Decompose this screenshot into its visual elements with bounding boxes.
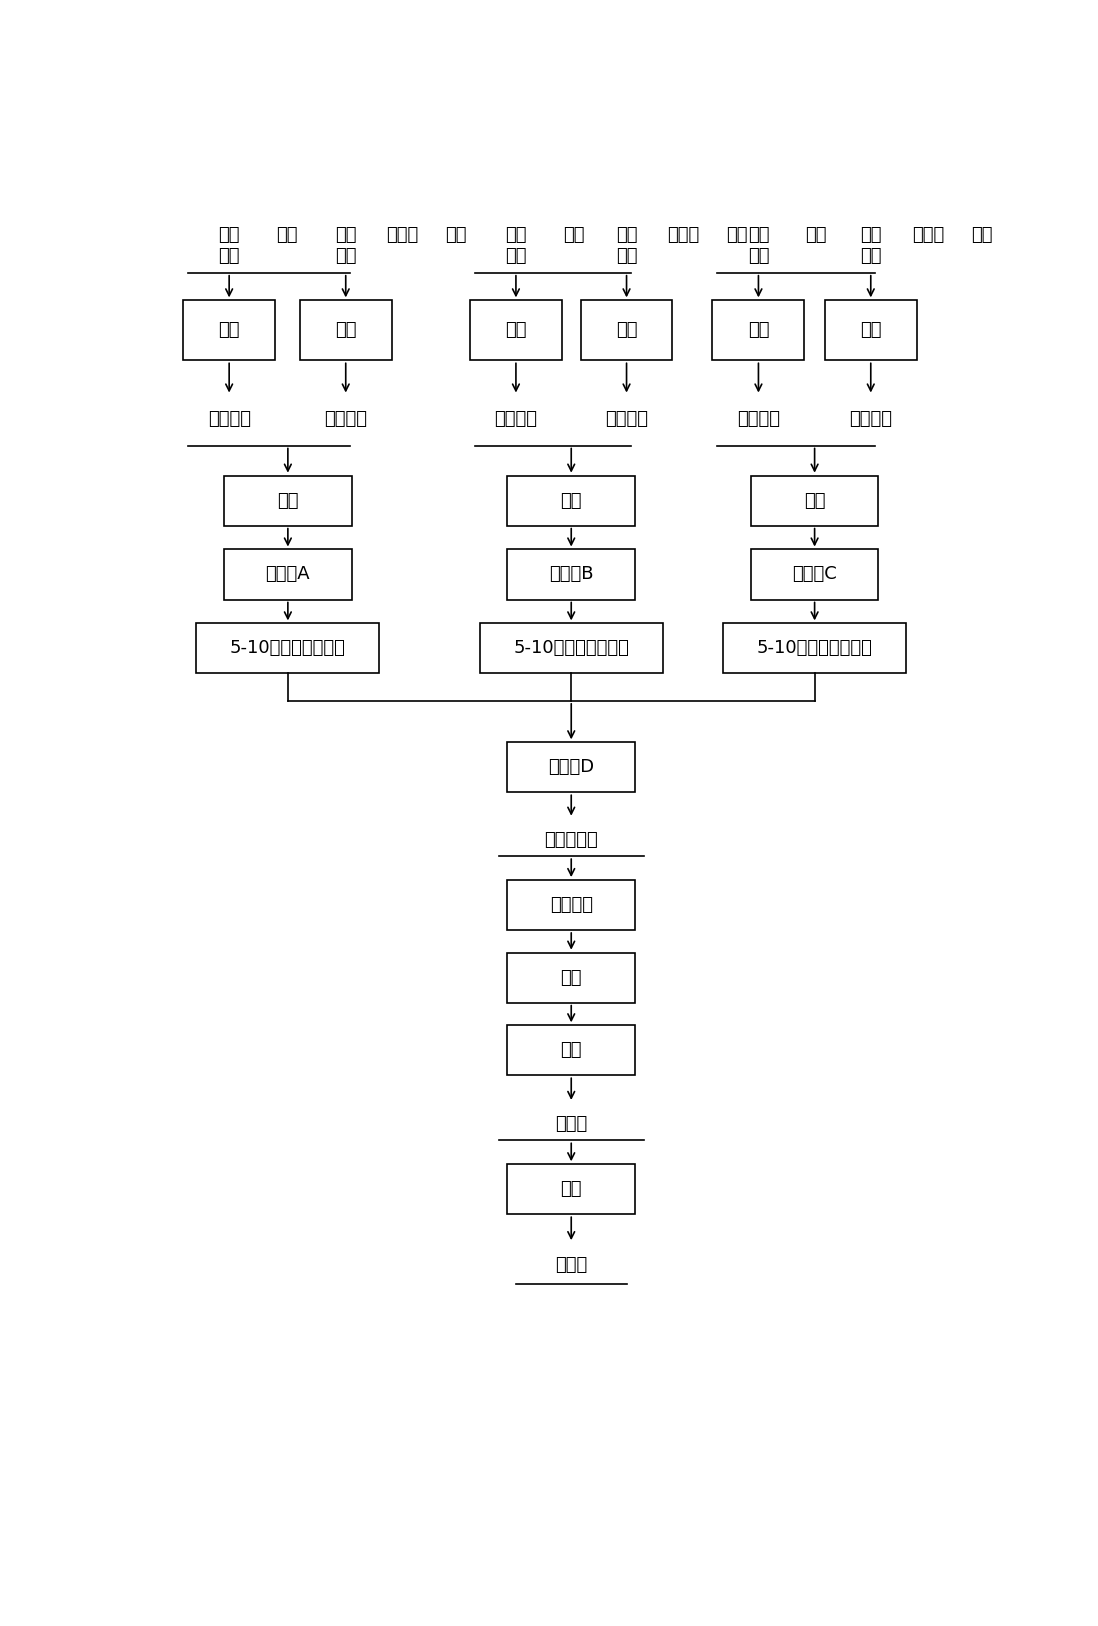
- Bar: [507, 741, 635, 792]
- Bar: [825, 301, 917, 361]
- Text: 锰盐: 锰盐: [806, 226, 827, 244]
- Text: 碱性溶液: 碱性溶液: [324, 410, 367, 429]
- Text: 溶解: 溶解: [616, 322, 637, 340]
- Text: 陵化: 陵化: [560, 969, 582, 987]
- Text: 去离
子水: 去离 子水: [748, 226, 770, 265]
- Text: 溶解: 溶解: [335, 322, 357, 340]
- Text: 沉淠物: 沉淠物: [556, 1115, 587, 1133]
- Text: 5-10分钟后开始出料: 5-10分钟后开始出料: [513, 639, 629, 657]
- Text: 进料: 进料: [804, 491, 826, 509]
- Text: 镍盐溶液: 镍盐溶液: [208, 410, 250, 429]
- Text: 5-10分钟后开始出料: 5-10分钟后开始出料: [757, 639, 873, 657]
- Text: 溶解: 溶解: [748, 322, 770, 340]
- Text: 氨水: 氨水: [971, 226, 993, 244]
- Text: 溶解: 溶解: [505, 322, 527, 340]
- Text: 干燥: 干燥: [560, 1180, 582, 1198]
- Bar: [507, 1026, 635, 1075]
- Bar: [470, 301, 562, 361]
- Text: 反应釜D: 反应釜D: [548, 758, 594, 776]
- Bar: [507, 1164, 635, 1215]
- Text: 抗滤: 抗滤: [560, 1041, 582, 1059]
- Text: 氨水: 氨水: [446, 226, 467, 244]
- Text: 进料: 进料: [560, 491, 582, 509]
- Text: 镍盐: 镍盐: [277, 226, 298, 244]
- Text: 去离
子水: 去离 子水: [860, 226, 882, 265]
- Text: 5-10分钟后开始出料: 5-10分钟后开始出料: [229, 639, 346, 657]
- Text: 去离
子水: 去离 子水: [616, 226, 637, 265]
- Bar: [507, 475, 635, 525]
- Bar: [724, 623, 906, 673]
- Text: 溶解: 溶解: [219, 322, 239, 340]
- Text: 沉淀剂: 沉淀剂: [668, 226, 699, 244]
- Text: 氨水: 氨水: [727, 226, 748, 244]
- Bar: [581, 301, 672, 361]
- Text: 碱性溶液: 碱性溶液: [605, 410, 648, 429]
- Bar: [751, 550, 878, 600]
- Text: 溶解: 溶解: [860, 322, 882, 340]
- Bar: [507, 880, 635, 930]
- Text: 反应釜C: 反应釜C: [793, 566, 837, 584]
- Text: 反应釜B: 反应釜B: [549, 566, 594, 584]
- Text: 沉淀剂: 沉淀剂: [386, 226, 418, 244]
- Text: 钴盐溶液: 钴盐溶液: [494, 410, 537, 429]
- Text: 继续搅拌: 继续搅拌: [550, 896, 593, 914]
- Bar: [183, 301, 276, 361]
- Text: 碱性溶液: 碱性溶液: [849, 410, 893, 429]
- Text: 锰盐溶液: 锰盐溶液: [737, 410, 780, 429]
- Bar: [480, 623, 663, 673]
- Bar: [300, 301, 392, 361]
- Bar: [751, 475, 878, 525]
- Text: 去离
子水: 去离 子水: [335, 226, 357, 265]
- Text: 沉淀剂: 沉淀剂: [911, 226, 944, 244]
- Text: 前驱体浆料: 前驱体浆料: [545, 831, 598, 849]
- Bar: [507, 953, 635, 1003]
- Bar: [224, 475, 351, 525]
- Bar: [507, 550, 635, 600]
- Text: 反应釜A: 反应釜A: [266, 566, 310, 584]
- Text: 去离
子水: 去离 子水: [505, 226, 527, 265]
- Bar: [197, 623, 379, 673]
- Text: 进料: 进料: [277, 491, 299, 509]
- Bar: [224, 550, 351, 600]
- Text: 去离
子水: 去离 子水: [219, 226, 239, 265]
- Text: 前驱体: 前驱体: [556, 1255, 587, 1273]
- Bar: [713, 301, 805, 361]
- Text: 钴盐: 钴盐: [563, 226, 584, 244]
